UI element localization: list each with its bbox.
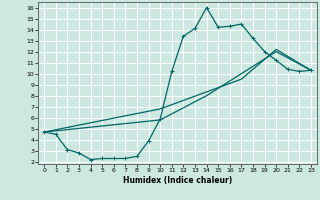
X-axis label: Humidex (Indice chaleur): Humidex (Indice chaleur) [123, 176, 232, 185]
